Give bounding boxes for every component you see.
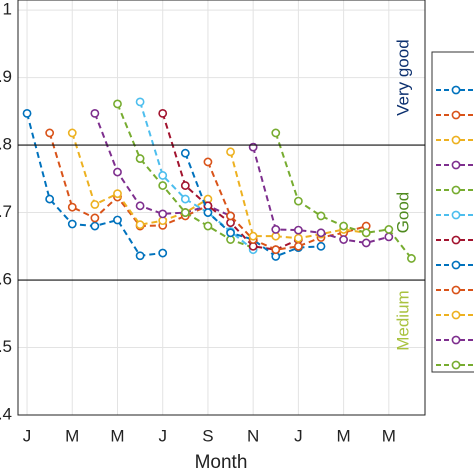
data-point [248,231,258,241]
x-tick-label: M [65,426,79,445]
data-point [135,251,145,261]
data-point [90,213,100,223]
data-point [271,128,281,138]
data-point [180,194,190,204]
data-point [384,225,394,234]
data-point [316,241,326,251]
data-point [226,211,235,221]
data-point [113,215,122,225]
legend-marker [451,235,461,245]
data-point [407,254,416,263]
data-point [271,245,281,255]
legend-marker [451,85,461,95]
x-tick-label: S [202,426,213,445]
y-tick-label: 0.8 [0,135,12,154]
legend-marker [451,360,461,370]
x-tick-label: J [158,426,167,445]
data-point [180,181,190,190]
data-point [135,220,145,230]
data-point [158,209,168,219]
data-point [293,225,303,235]
legend-marker [451,285,461,295]
data-point [113,167,122,177]
x-tick-label: J [23,426,32,445]
data-point [67,128,77,138]
data-point [135,201,145,211]
y-tick-label: 1 [3,0,12,19]
plot-frame [17,0,426,416]
data-point [22,108,32,118]
legend-marker [451,310,461,320]
data-point [339,221,348,231]
data-point [158,181,168,190]
legend-marker [451,135,461,145]
region-label: Very good [393,39,412,116]
data-point [158,171,168,180]
data-point [384,232,394,242]
y-tick-label: 0.7 [0,202,12,221]
x-tick-label: J [294,426,303,445]
data-point [113,99,122,109]
x-tick-label: M [110,426,124,445]
data-point [135,154,145,163]
legend-marker [451,160,461,170]
x-tick-label: M [337,426,351,445]
data-point [203,221,213,231]
legend-marker [451,185,461,195]
x-tick-label: M [382,426,396,445]
legend-marker [451,110,461,120]
data-point [113,189,122,199]
region-label: Good [393,192,412,234]
data-point [67,202,77,212]
data-point [339,235,348,244]
data-point [293,196,303,206]
x-axis-label: Month [195,452,248,473]
data-point [45,128,55,138]
data-point [316,211,326,221]
y-tick-label: 0.6 [0,270,12,289]
data-point [90,108,100,118]
data-point [135,97,145,107]
data-point [361,238,371,248]
data-point [90,200,100,209]
data-point [293,241,303,251]
y-tick-label: 0.4 [0,404,12,423]
data-point [361,228,371,238]
y-tick-label: 0.5 [0,337,12,356]
data-point [203,157,213,167]
data-point [293,233,303,243]
data-point [226,228,235,238]
y-tick-label: 0.9 [0,67,12,86]
data-point [90,221,100,231]
data-point [158,248,168,258]
data-point [203,208,213,217]
legend-marker [451,260,461,270]
data-point [316,228,326,238]
data-point [226,147,235,157]
legend-marker [451,335,461,345]
legend-marker [451,210,461,220]
data-point [180,208,190,217]
data-point [67,219,77,229]
region-label: Medium [393,290,412,350]
data-point [271,225,281,234]
data-point [158,108,168,118]
data-point [180,148,190,158]
data-point [45,194,55,204]
x-tick-label: N [247,426,259,445]
